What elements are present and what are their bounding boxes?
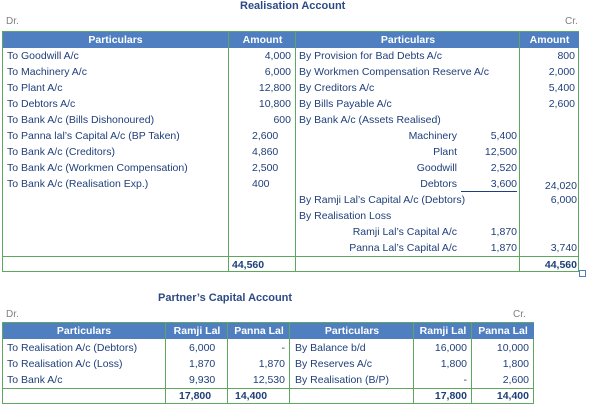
- loss-name-1: Panna Lal’s Capital A/c: [349, 242, 457, 254]
- realisation-left-row-2: To Plant A/c: [7, 82, 63, 94]
- cap-left-panna-0: -: [281, 342, 286, 354]
- cap-right-ramji-0: 16,000: [434, 342, 467, 354]
- cap-total-panna-right: 14,400: [496, 390, 529, 402]
- cap-header-ramji-left: Ramji Lal: [165, 323, 228, 339]
- realisation-left-amount-7: 2,500: [252, 162, 279, 174]
- realisation-left-row-6: To Bank A/c (Creditors): [7, 146, 115, 158]
- header-amount-left: Amount: [228, 32, 296, 48]
- resize-handle[interactable]: [579, 270, 586, 277]
- cap-header-panna-right: Panna Lal: [471, 323, 534, 339]
- realisation-right-row-1: By Workmen Compensation Reserve A/c: [299, 66, 490, 78]
- asset-name-3: Debtors: [420, 178, 457, 190]
- cap-right-row-0: By Balance b/d: [295, 342, 366, 354]
- realisation-left-amount-0: 4,000: [264, 50, 291, 62]
- loss-value-0: 1,870: [490, 226, 517, 238]
- realisation-right-amount-0: 800: [557, 50, 575, 62]
- loss-total: 3,740: [550, 242, 577, 254]
- realisation-dr-label: Dr.: [6, 16, 19, 27]
- ramji-debtors-amount: 6,000: [550, 194, 577, 206]
- realisation-left-amount-6: 4,860: [252, 146, 279, 158]
- realisation-left-amount-5: 2,600: [252, 130, 279, 142]
- cap-header-particulars-left: Particulars: [3, 323, 165, 339]
- cap-right-ramji-2: -: [463, 374, 468, 386]
- realisation-cr-label: Cr.: [565, 16, 578, 27]
- asset-value-3: 3,600: [461, 176, 517, 192]
- cap-header-panna-left: Panna Lal: [227, 323, 290, 339]
- realisation-right-amount-1: 2,000: [548, 66, 575, 78]
- realisation-left-row-8: To Bank A/c (Realisation Exp.): [7, 178, 149, 190]
- realisation-total-right: 44,560: [544, 259, 577, 271]
- realisation-left-row-7: To Bank A/c (Workmen Compensation): [7, 162, 188, 174]
- asset-name-2: Goodwill: [416, 162, 457, 174]
- capital-title: Partner’s Capital Account: [158, 292, 293, 304]
- realisation-left-row-5: To Panna lal’s Capital A/c (BP Taken): [7, 130, 180, 142]
- realisation-left-amount-1: 6,000: [264, 66, 291, 78]
- realisation-right-row-2: By Creditors A/c: [299, 82, 375, 94]
- realisation-left-row-3: To Debtors A/c: [7, 98, 76, 110]
- cap-header-ramji-right: Ramji Lal: [413, 323, 472, 339]
- ramji-debtors-row: By Ramji Lal’s Capital A/c (Debtors): [299, 194, 466, 206]
- cap-left-panna-1: 1,870: [258, 358, 285, 370]
- realisation-left-row-1: To Machinery A/c: [7, 66, 87, 78]
- header-particulars-left: Particulars: [3, 32, 228, 48]
- asset-name-1: Plant: [433, 146, 457, 158]
- cap-right-panna-2: 2,600: [502, 374, 529, 386]
- capital-table: Particulars Ramji Lal Panna Lal Particul…: [2, 322, 534, 404]
- cap-right-ramji-1: 1,800: [440, 358, 467, 370]
- realisation-left-amount-2: 12,800: [258, 82, 291, 94]
- header-particulars-right: Particulars: [295, 32, 520, 48]
- cap-left-row-1: To Realisation A/c (Loss): [7, 358, 123, 370]
- realisation-left-amount-4: 600: [273, 114, 291, 126]
- header-amount-right: Amount: [519, 32, 579, 48]
- cap-right-panna-1: 1,800: [502, 358, 529, 370]
- capital-cr-label: Cr.: [513, 309, 526, 320]
- cap-total-panna-left: 14,400: [235, 390, 268, 402]
- assets-total: 24,020: [544, 180, 577, 192]
- realisation-right-row-0: By Provision for Bad Debts A/c: [299, 50, 442, 62]
- cap-right-panna-0: 10,000: [496, 342, 529, 354]
- cap-header-particulars-right: Particulars: [289, 323, 414, 339]
- loss-value-1: 1,870: [490, 242, 517, 254]
- realisation-left-row-0: To Goodwill A/c: [7, 50, 79, 62]
- realisation-right-amount-3: 2,600: [548, 98, 575, 110]
- capital-dr-label: Dr.: [6, 309, 19, 320]
- realisation-loss-label: By Realisation Loss: [299, 210, 392, 222]
- realisation-right-amount-2: 5,400: [548, 82, 575, 94]
- realisation-left-amount-3: 10,800: [258, 98, 291, 110]
- cap-left-ramji-2: 9,930: [189, 374, 216, 386]
- realisation-total-left: 44,560: [232, 259, 265, 271]
- cap-left-ramji-0: 6,000: [189, 342, 216, 354]
- realisation-right-row-4: By Bank A/c (Assets Realised): [299, 114, 441, 126]
- realisation-title: Realisation Account: [240, 0, 346, 12]
- realisation-left-row-4: To Bank A/c (Bills Dishonoured): [7, 114, 155, 126]
- realisation-left-amount-8: 400: [252, 178, 270, 190]
- cap-left-panna-2: 12,530: [252, 374, 285, 386]
- realisation-table: Particulars Amount Particulars Amount To…: [2, 31, 579, 272]
- asset-value-2: 2,520: [490, 162, 517, 174]
- asset-value-1: 12,500: [484, 146, 517, 158]
- cap-left-ramji-1: 1,870: [189, 358, 216, 370]
- cap-left-row-2: To Bank A/c: [7, 374, 63, 386]
- realisation-right-row-3: By Bills Payable A/c: [299, 98, 392, 110]
- cap-total-ramji-left: 17,800: [179, 390, 212, 402]
- cap-total-ramji-right: 17,800: [434, 390, 467, 402]
- cap-right-row-1: By Reserves A/c: [295, 358, 373, 370]
- loss-name-0: Ramji Lal’s Capital A/c: [352, 226, 457, 238]
- cap-right-row-2: By Realisation (B/P): [295, 374, 389, 386]
- cap-left-row-0: To Realisation A/c (Debtors): [7, 342, 138, 354]
- asset-value-0: 5,400: [490, 130, 517, 142]
- asset-name-0: Machinery: [408, 130, 457, 142]
